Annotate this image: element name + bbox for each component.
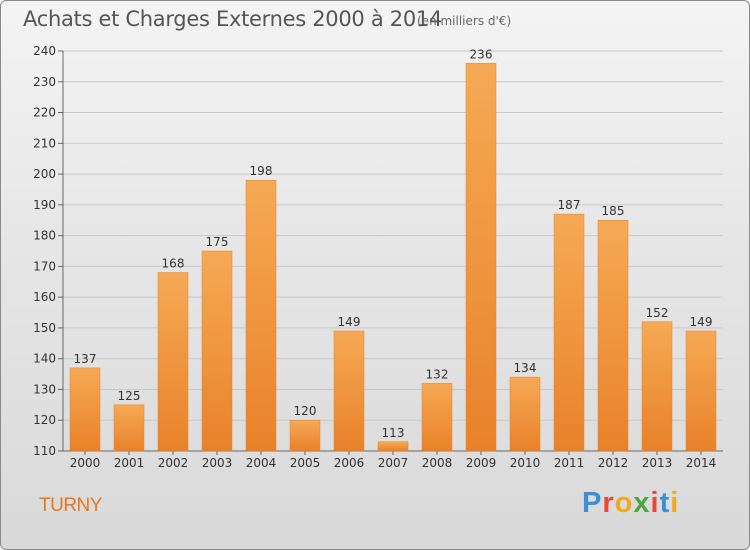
y-tick-label: 190: [33, 198, 56, 212]
y-tick-label: 130: [33, 382, 56, 396]
chart-unit: (en milliers d'€): [417, 14, 512, 28]
x-tick-label: 2007: [378, 456, 409, 470]
x-tick-label: 2013: [642, 456, 673, 470]
bar: [421, 383, 453, 452]
commune-name: TURNY: [39, 495, 102, 516]
logo-letter: x: [633, 487, 651, 519]
x-tick-label: 2011: [554, 456, 585, 470]
y-tick-label: 120: [33, 413, 56, 427]
bar: [465, 63, 497, 452]
data-label: 120: [294, 404, 317, 418]
bar: [597, 219, 629, 452]
y-tick-label: 230: [33, 75, 56, 89]
x-tick-label: 2002: [158, 456, 189, 470]
logo-letter: P: [582, 487, 603, 519]
x-tick-label: 2000: [70, 456, 101, 470]
data-label: 175: [206, 235, 229, 249]
x-tick-label: 2005: [290, 456, 321, 470]
bar: [685, 330, 717, 452]
logo-letter: o: [614, 487, 634, 519]
data-label: 187: [558, 198, 581, 212]
bar: [509, 376, 541, 452]
bar: [245, 179, 277, 452]
data-label: 168: [162, 257, 185, 271]
data-label: 149: [338, 315, 361, 329]
y-tick-label: 170: [33, 259, 56, 273]
proxiti-logo: Proxiti: [582, 487, 679, 520]
data-label: 236: [470, 47, 493, 61]
x-tick-label: 2001: [114, 456, 145, 470]
x-tick-label: 2009: [466, 456, 497, 470]
x-tick-label: 2008: [422, 456, 453, 470]
logo-letter: i: [670, 487, 680, 519]
y-tick-label: 200: [33, 167, 56, 181]
bar: [157, 272, 189, 452]
x-tick-label: 2004: [246, 456, 277, 470]
y-tick-label: 220: [33, 106, 56, 120]
y-tick-label: 210: [33, 136, 56, 150]
data-label: 132: [426, 367, 449, 381]
data-label: 149: [690, 315, 713, 329]
data-label: 113: [382, 426, 405, 440]
x-tick-label: 2012: [598, 456, 629, 470]
bar: [641, 321, 673, 452]
y-tick-label: 150: [33, 321, 56, 335]
logo-letter: i: [650, 487, 660, 519]
data-label: 185: [602, 204, 625, 218]
y-tick-label: 110: [33, 444, 56, 458]
labels: 110 120 130 140 150 160 170 180 190 200 210 220 230 2…: [33, 44, 716, 470]
bar: [113, 404, 145, 452]
data-label: 152: [646, 306, 669, 320]
data-label: 198: [250, 164, 273, 178]
y-tick-label: 180: [33, 229, 56, 243]
y-tick-label: 240: [33, 44, 56, 58]
data-label: 125: [118, 389, 141, 403]
bar: [377, 441, 409, 452]
x-tick-label: 2014: [686, 456, 717, 470]
logo-letter: t: [659, 487, 671, 519]
bar: [289, 419, 321, 452]
bar: [333, 330, 365, 452]
x-tick-label: 2010: [510, 456, 541, 470]
data-label: 137: [74, 352, 97, 366]
data-label: 134: [514, 361, 537, 375]
y-tick-label: 140: [33, 352, 56, 366]
bars: [69, 63, 717, 452]
y-tick-label: 160: [33, 290, 56, 304]
x-tick-label: 2003: [202, 456, 233, 470]
x-tick-label: 2006: [334, 456, 365, 470]
logo-letter: r: [602, 487, 615, 519]
bar: [69, 367, 101, 452]
bar: [553, 213, 585, 452]
bar: [201, 250, 233, 452]
chart-title: Achats et Charges Externes 2000 à 2014: [23, 7, 443, 31]
